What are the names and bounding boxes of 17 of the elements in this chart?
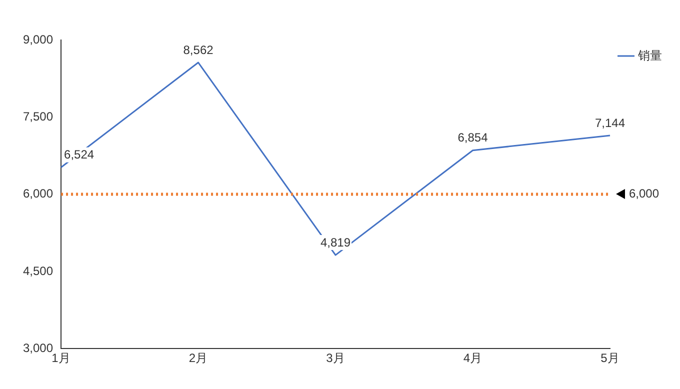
x-tick-label: 2月 [188, 351, 208, 366]
data-label: 4,819 [320, 235, 351, 250]
legend-label: 销量 [637, 48, 662, 62]
ref-line-label: 6,000 [629, 186, 660, 201]
y-tick-label: 7,500 [23, 109, 54, 124]
x-tick-label: 4月 [463, 351, 482, 366]
y-tick-label: 3,000 [23, 340, 54, 355]
y-tick-label: 9,000 [23, 32, 54, 46]
x-tick-label: 5月 [600, 351, 620, 366]
x-tick-label: 1月 [52, 351, 70, 366]
y-tick-label: 6,000 [23, 186, 54, 201]
x-tick-label: 3月 [326, 351, 345, 366]
data-label: 8,562 [183, 42, 214, 57]
data-label: 7,144 [594, 116, 626, 130]
y-tick-label: 4,500 [23, 264, 54, 278]
data-label: 6,854 [458, 130, 488, 145]
data-label: 6,524 [64, 148, 94, 162]
